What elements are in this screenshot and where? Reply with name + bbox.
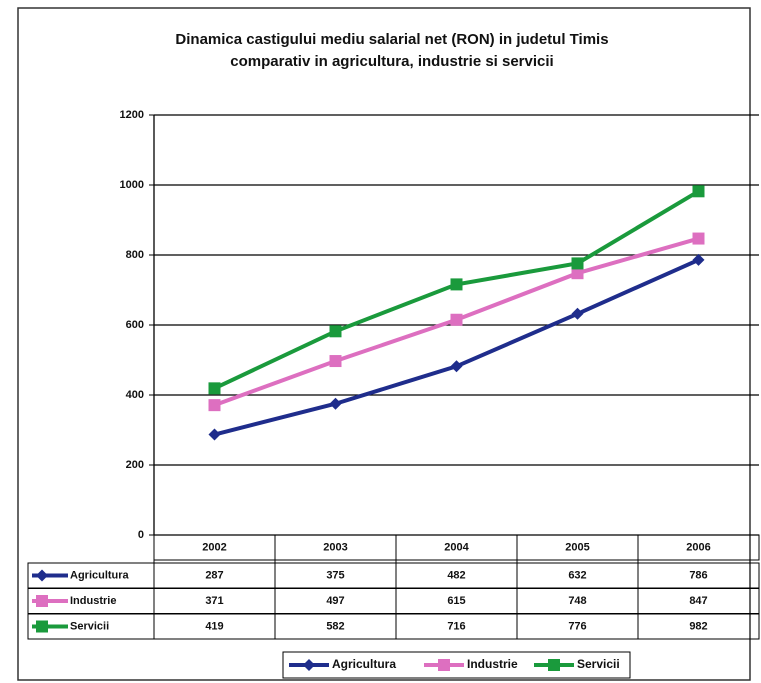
table-value: 375 <box>326 569 344 581</box>
y-tick-label: 800 <box>126 249 144 261</box>
table-value: 776 <box>568 620 586 632</box>
y-tick-label: 0 <box>138 529 144 541</box>
table-value: 419 <box>205 620 223 632</box>
y-tick-label: 1200 <box>120 109 144 121</box>
table-value: 497 <box>326 595 344 607</box>
point <box>692 232 705 245</box>
table-value: 482 <box>447 569 465 581</box>
point <box>692 185 705 198</box>
table-value: 371 <box>205 595 223 607</box>
table-value: 847 <box>689 595 707 607</box>
table-value: 582 <box>326 620 344 632</box>
table-value: 716 <box>447 620 465 632</box>
point <box>208 428 221 441</box>
chart-title: Dinamica castigului mediu salarial net (… <box>175 31 608 48</box>
x-tick-label: 2004 <box>444 541 469 553</box>
table-value: 287 <box>205 569 223 581</box>
table-value: 632 <box>568 569 586 581</box>
y-tick-label: 600 <box>126 319 144 331</box>
table-value: 786 <box>689 569 707 581</box>
point <box>692 253 705 266</box>
y-tick-label: 1000 <box>120 179 144 191</box>
x-tick-label: 2005 <box>565 541 589 553</box>
x-tick-label: 2003 <box>323 541 347 553</box>
point <box>450 360 463 373</box>
legend-marker <box>438 659 450 671</box>
table-key-marker <box>36 595 48 607</box>
point <box>571 267 584 280</box>
table-row <box>27 613 760 640</box>
point <box>329 397 342 410</box>
x-tick-label: 2006 <box>686 541 710 553</box>
point <box>208 399 221 412</box>
point <box>329 355 342 368</box>
table-key-marker <box>36 569 48 582</box>
legend-box <box>282 651 631 679</box>
y-tick-label: 200 <box>126 459 144 471</box>
point <box>208 382 221 395</box>
table-value: 615 <box>447 595 465 607</box>
point <box>571 257 584 270</box>
point <box>571 307 584 320</box>
table-series-name: Servicii <box>70 620 109 632</box>
legend-label: Industrie <box>467 657 518 671</box>
chart-title: comparativ in agricultura, industrie si … <box>230 53 553 70</box>
legend-marker <box>548 659 560 671</box>
table-series-name: Agricultura <box>70 569 130 581</box>
table-row <box>27 562 760 589</box>
legend-label: Agricultura <box>332 657 396 671</box>
table-value: 982 <box>689 620 707 632</box>
point <box>450 278 463 291</box>
y-tick-label: 400 <box>126 389 144 401</box>
table-series-name: Industrie <box>70 595 116 607</box>
point <box>329 325 342 338</box>
x-tick-label: 2002 <box>202 541 226 553</box>
legend-marker <box>303 659 315 671</box>
chart-frame <box>17 7 751 681</box>
table-row <box>27 588 760 614</box>
table-key-marker <box>36 620 48 633</box>
legend-label: Servicii <box>577 657 620 671</box>
point <box>450 313 463 326</box>
table-value: 748 <box>568 595 586 607</box>
